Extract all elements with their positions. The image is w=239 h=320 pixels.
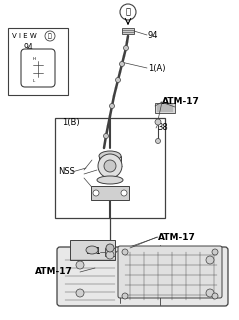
Text: V I E W: V I E W (12, 33, 37, 39)
Text: 1(B): 1(B) (62, 117, 80, 126)
Circle shape (206, 289, 214, 297)
Circle shape (115, 77, 120, 83)
Circle shape (76, 261, 84, 269)
Text: NSS: NSS (58, 167, 75, 177)
FancyBboxPatch shape (21, 49, 55, 87)
Bar (70, 240, 115, 260)
Circle shape (106, 251, 114, 259)
Circle shape (45, 31, 55, 41)
Circle shape (120, 61, 125, 67)
FancyBboxPatch shape (57, 247, 228, 306)
Text: 101: 101 (85, 247, 101, 257)
Bar (91, 186, 129, 200)
Circle shape (122, 293, 128, 299)
Text: L: L (33, 79, 35, 83)
Text: ATM-17: ATM-17 (162, 98, 200, 107)
Circle shape (76, 289, 84, 297)
Circle shape (206, 256, 214, 264)
Bar (155, 103, 175, 113)
Text: 94: 94 (148, 30, 158, 39)
Circle shape (103, 133, 109, 139)
Bar (8, 28, 68, 95)
Text: ATM-17: ATM-17 (158, 233, 196, 242)
Ellipse shape (99, 151, 121, 161)
Text: 94: 94 (23, 44, 33, 52)
Circle shape (106, 244, 114, 252)
Ellipse shape (97, 176, 123, 184)
Text: ATM-17: ATM-17 (35, 268, 73, 276)
Circle shape (109, 103, 114, 108)
Text: Ⓐ: Ⓐ (48, 33, 52, 39)
Circle shape (212, 293, 218, 299)
Circle shape (104, 160, 116, 172)
Circle shape (121, 190, 127, 196)
Text: 38: 38 (157, 124, 168, 132)
Circle shape (155, 119, 161, 125)
Circle shape (124, 45, 129, 51)
Bar (122, 28, 134, 34)
Ellipse shape (86, 246, 98, 254)
Text: 1(A): 1(A) (148, 63, 165, 73)
Circle shape (122, 249, 128, 255)
Text: Ⓐ: Ⓐ (125, 7, 130, 17)
Bar (105, 248, 115, 256)
Circle shape (156, 139, 161, 143)
Circle shape (93, 190, 99, 196)
Text: H: H (33, 57, 36, 61)
Circle shape (212, 249, 218, 255)
Bar (55, 118, 165, 218)
Circle shape (98, 154, 122, 178)
Circle shape (120, 4, 136, 20)
FancyBboxPatch shape (118, 246, 222, 298)
